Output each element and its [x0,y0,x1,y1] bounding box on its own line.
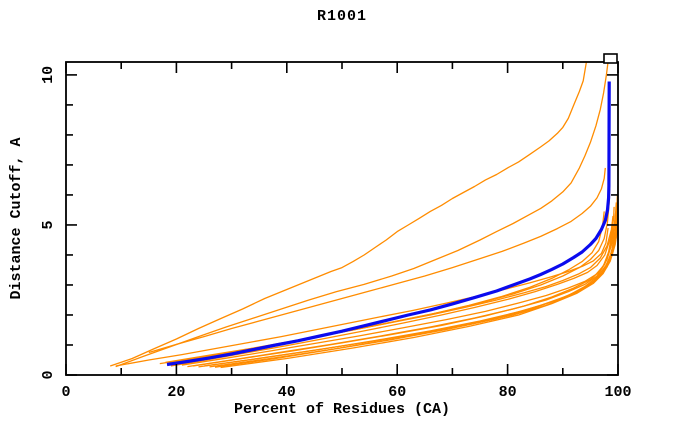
y-tick-label: 0 [40,370,57,379]
curve-prediction-outlier-2 [115,62,609,368]
curve-prediction-05 [187,211,617,368]
x-tick-label: 20 [167,384,185,401]
x-axis-title: Percent of Residues (CA) [233,401,451,418]
curve-prediction-04 [181,224,614,366]
curve-prediction-01 [115,227,609,367]
x-tick-label: 100 [604,384,631,401]
curves-group [109,62,618,369]
chart-title: R1001 [316,8,367,25]
frame-notch [603,53,618,64]
curve-prediction-03 [170,206,615,367]
x-tick-label: 80 [499,384,517,401]
x-tick-label: 0 [61,384,70,401]
curve-reference-blue [166,81,611,367]
curve-prediction-outlier-1 [109,62,588,367]
curve-prediction-06 [192,202,617,367]
x-tick-label: 60 [388,384,406,401]
curve-prediction-02 [159,215,614,365]
curve-prediction-semi-outlier [148,167,606,354]
plot-frame [65,61,619,376]
y-tick-label: 10 [40,66,57,84]
y-tick-label: 5 [40,220,57,229]
x-tick-label: 40 [278,384,296,401]
